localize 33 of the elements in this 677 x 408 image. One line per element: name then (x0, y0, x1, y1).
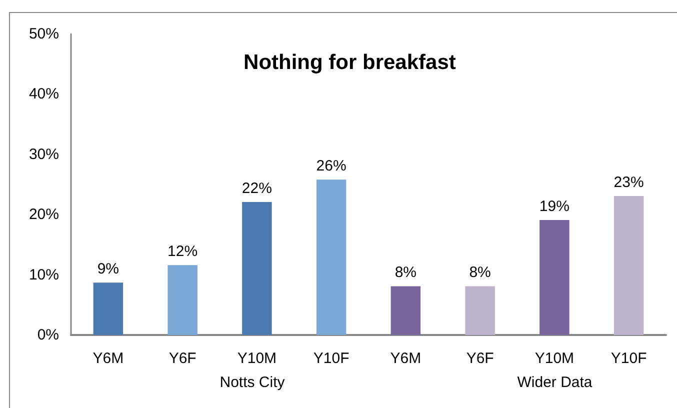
y-tick-label: 40% (28, 86, 59, 103)
bar (465, 286, 495, 335)
data-label: 23% (614, 174, 644, 191)
text: Nothing for breakfast (244, 51, 456, 74)
x-tick-label: Y10M (237, 350, 277, 367)
y-tick-label: 0% (37, 326, 59, 344)
bar (390, 286, 421, 335)
y-tick-label: 50% (28, 26, 59, 42)
bar (614, 196, 644, 335)
bar (540, 220, 570, 335)
y-tick-label: 20% (28, 206, 59, 224)
x-tick-label: Y10F (610, 350, 647, 367)
x-tick-label: Y6F (168, 350, 196, 367)
x-tick-label: Y6M (92, 350, 124, 367)
bar (316, 180, 346, 335)
text: Notts City (220, 374, 286, 391)
bar (93, 282, 124, 335)
x-tick-label: Y6M (390, 350, 422, 367)
data-label: 8% (469, 264, 491, 282)
y-tick-label: 30% (28, 146, 59, 163)
data-label: 22% (242, 180, 272, 197)
data-label: 19% (539, 198, 570, 216)
bar (242, 202, 272, 335)
data-label: 26% (316, 158, 346, 175)
bar (168, 265, 198, 335)
x-tick-label: Y10M (534, 350, 574, 367)
data-label: 12% (168, 243, 198, 260)
x-tick-label: Y6F (466, 350, 494, 367)
text: Wider Data (517, 374, 593, 391)
x-tick-label: Y10F (313, 350, 350, 367)
data-label: 9% (97, 260, 120, 278)
y-tick-label: 10% (28, 266, 59, 284)
data-label: 8% (394, 264, 417, 282)
